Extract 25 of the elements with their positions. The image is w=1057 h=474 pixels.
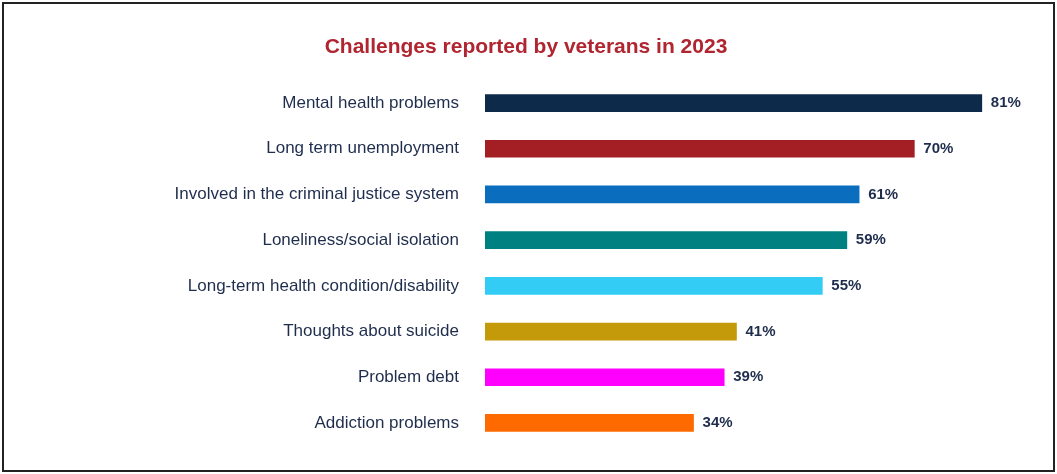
- data-label: 81%: [990, 93, 1021, 111]
- y-tick-label: Involved in the criminal justice system: [174, 184, 459, 204]
- y-tick-label: Loneliness/social isolation: [262, 229, 459, 249]
- y-tick-label: Thoughts about suicide: [283, 321, 459, 341]
- data-label: 41%: [745, 321, 776, 339]
- y-tick-label: Mental health problems: [282, 92, 459, 112]
- bar: [485, 322, 737, 341]
- y-tick-label: Problem debt: [357, 366, 460, 386]
- data-label: 39%: [733, 367, 764, 385]
- data-label: 59%: [855, 230, 886, 248]
- y-tick-label: Addiction problems: [314, 412, 459, 432]
- bar: [485, 94, 983, 112]
- y-tick-label: Long term unemployment: [266, 138, 460, 158]
- data-label: 70%: [923, 138, 954, 156]
- bar: [485, 368, 725, 387]
- bar: [485, 414, 694, 432]
- data-label: 55%: [831, 275, 862, 293]
- bar: [485, 277, 823, 295]
- bar: [485, 231, 848, 249]
- data-label: 61%: [868, 184, 899, 202]
- bar: [485, 185, 860, 204]
- bar: [485, 139, 915, 158]
- y-tick-label: Long-term health condition/disability: [187, 275, 460, 295]
- data-label: 34%: [702, 413, 733, 431]
- chart-title: Challenges reported by veterans in 2023: [324, 34, 728, 58]
